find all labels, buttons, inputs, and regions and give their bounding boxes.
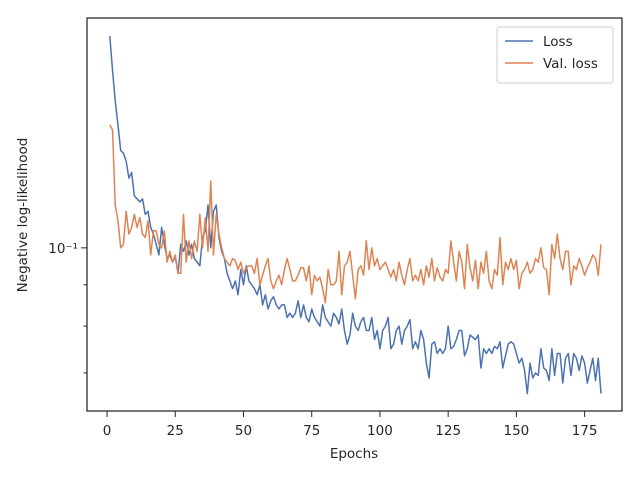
- legend-label: Val. loss: [543, 56, 598, 72]
- loss-line: [109, 124, 602, 304]
- x-axis-label: Epochs: [330, 446, 378, 462]
- x-tick-label: 0: [103, 423, 112, 439]
- x-tick-label: 50: [235, 423, 252, 439]
- y-axis-label: Negative log-likelihood: [15, 138, 31, 293]
- x-tick-label: 125: [435, 423, 461, 439]
- loss-line: [109, 35, 602, 395]
- x-tick-label: 100: [367, 423, 393, 439]
- x-tick-label: 25: [167, 423, 184, 439]
- x-tick-label: 175: [572, 423, 598, 439]
- legend-label: Loss: [543, 34, 573, 50]
- x-tick-label: 75: [303, 423, 320, 439]
- y-tick-label: 10⁻¹: [48, 241, 78, 257]
- x-tick-label: 150: [504, 423, 530, 439]
- plot-frame: [86, 17, 623, 412]
